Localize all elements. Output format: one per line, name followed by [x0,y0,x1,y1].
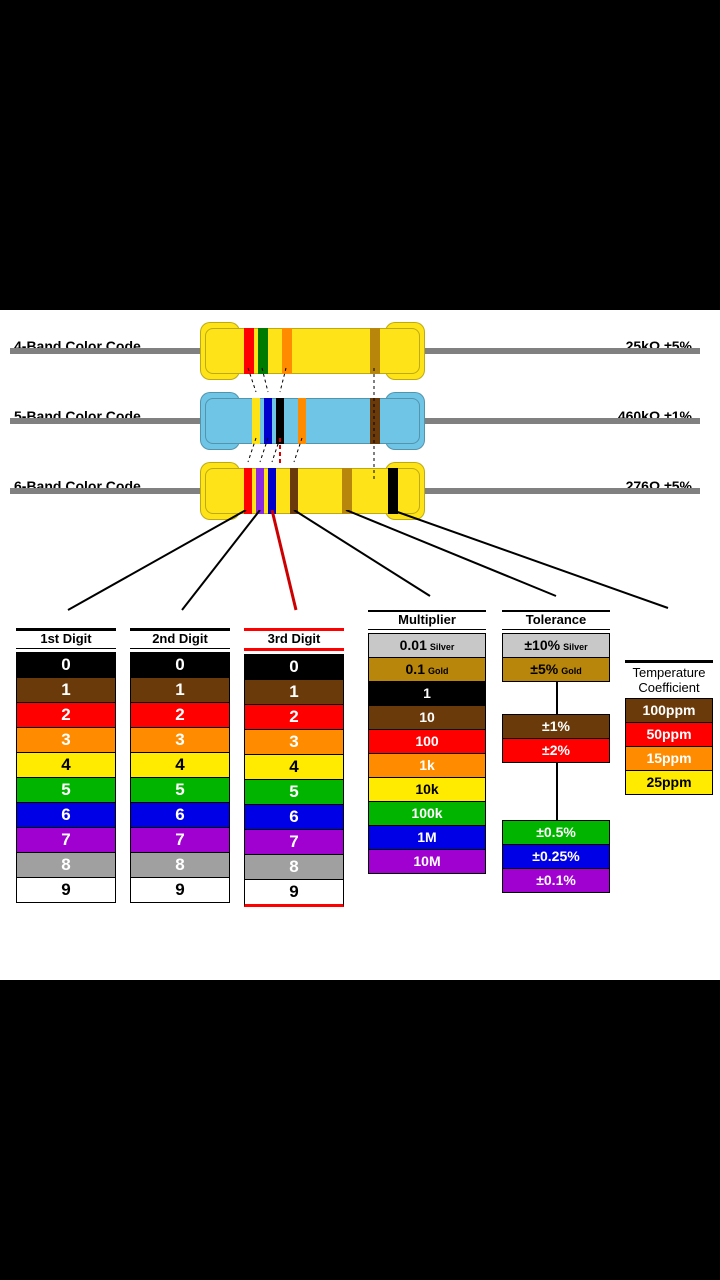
color-code-cell: 10M [368,849,486,874]
digit-column-2: 2nd Digit 0123456789 [130,628,230,903]
color-code-cell: 1k [368,753,486,778]
color-code-cell: 5 [244,779,344,805]
color-code-cell: 0.01Silver [368,633,486,658]
color-code-cell: 3 [16,727,116,753]
color-code-cell: 25ppm [625,770,713,795]
color-code-cell: 5 [16,777,116,803]
column-title: 2nd Digit [130,628,230,649]
color-code-cell: ±10%Silver [502,633,610,658]
color-code-cell: ±2% [502,738,610,763]
color-code-cell: 4 [130,752,230,778]
color-code-cell: 8 [16,852,116,878]
column-title: TemperatureCoefficient [625,660,713,695]
color-code-cell: 2 [130,702,230,728]
color-code-cell: 50ppm [625,722,713,747]
color-code-cell: 2 [16,702,116,728]
color-code-cell: 2 [244,704,344,730]
color-code-cell: 4 [16,752,116,778]
color-code-cell: 100k [368,801,486,826]
color-code-cell: 1M [368,825,486,850]
color-code-cell: 9 [244,879,344,907]
column-title: Tolerance [502,610,610,630]
column-title: 1st Digit [16,628,116,649]
multiplier-column: Multiplier0.01Silver0.1Gold1101001k10k10… [368,610,486,874]
connector-lines [0,510,720,640]
color-code-cell: ±0.25% [502,844,610,869]
color-code-cell: 4 [244,754,344,780]
digit-column-1: 1st Digit 0123456789 [16,628,116,903]
color-code-cell: 9 [16,877,116,903]
digit-column-3: 3rd Digit 0123456789 [244,628,344,904]
color-code-cell: 1 [244,679,344,705]
color-code-cell: 15ppm [625,746,713,771]
color-code-cell: 6 [130,802,230,828]
guide-dashes [0,310,720,510]
color-code-cell: 10k [368,777,486,802]
color-code-cell: 0 [16,652,116,678]
color-code-cell: 8 [244,854,344,880]
column-title: 3rd Digit [244,628,344,651]
color-code-cell: ±5%Gold [502,657,610,682]
tolerance-column: Tolerance±10%Silver±5%Gold±1%±2%±0.5%±0.… [502,610,610,893]
color-code-cell: 8 [130,852,230,878]
color-code-cell: ±0.5% [502,820,610,845]
color-code-cell: 6 [16,802,116,828]
color-code-cell: 5 [130,777,230,803]
color-code-cell: 100 [368,729,486,754]
color-code-cell: 6 [244,804,344,830]
column-title: Multiplier [368,610,486,630]
color-code-cell: 3 [244,729,344,755]
color-code-cell: 0 [130,652,230,678]
color-code-cell: 0.1Gold [368,657,486,682]
color-code-cell: 9 [130,877,230,903]
color-code-cell: 1 [16,677,116,703]
color-code-cell: 1 [130,677,230,703]
color-code-cell: 7 [244,829,344,855]
color-code-cell: 1 [368,681,486,706]
color-code-cell: 0 [244,654,344,680]
color-code-cell: ±0.1% [502,868,610,893]
color-code-cell: 3 [130,727,230,753]
resistor-color-code-diagram: 6-Band Color Code276Ω ±5%5-Band Color Co… [0,310,720,980]
tempco-column: TemperatureCoefficient 100ppm50ppm15ppm25… [625,660,713,795]
color-code-cell: 7 [16,827,116,853]
color-code-cell: 10 [368,705,486,730]
color-code-cell: 100ppm [625,698,713,723]
color-code-cell: ±1% [502,714,610,739]
color-code-cell: 7 [130,827,230,853]
